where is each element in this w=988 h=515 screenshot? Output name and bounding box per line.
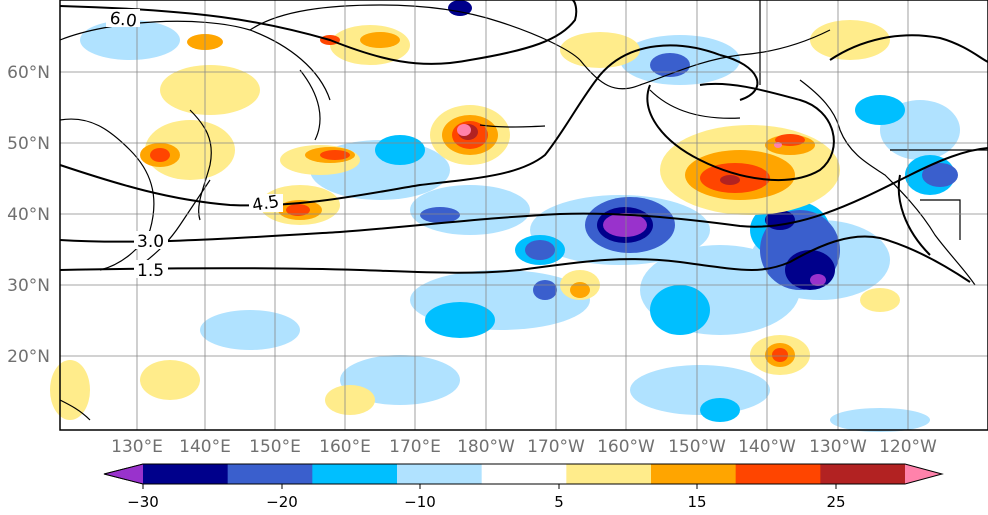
map-panel: 6.0 4.5 3.0 1.5: [50, 0, 988, 432]
latitude-label: 40°N: [7, 205, 50, 225]
colorbar-segment: [481, 464, 567, 484]
longitude-label: 130°W: [809, 437, 867, 457]
contour-label-4-5: 4.5: [251, 192, 281, 216]
colorbar: −30 −20 −10 5 15 25: [103, 463, 944, 511]
colorbar-segment: [397, 464, 483, 484]
contour-label-box: [249, 194, 283, 212]
colorbar-segment: [143, 464, 229, 484]
map-frame: [59, 0, 988, 431]
longitude-labels: 130°E 140°E 150°E 160°E 170°E 180°W 170°W 160°W…: [111, 437, 937, 457]
longitude-label: 140°E: [179, 437, 231, 457]
colorbar-segment: [566, 464, 652, 484]
coastlines: [59, 0, 988, 421]
contour-label-3: 3.0: [137, 232, 164, 252]
colorbar-tick-label: 25: [826, 493, 845, 511]
longitude-label: 170°E: [389, 437, 441, 457]
contour-label-1-5: 1.5: [137, 261, 164, 281]
colorbar-segment: [651, 464, 737, 484]
colorbar-segment: [142, 464, 143, 484]
colorbar-tick-label: −20: [266, 493, 298, 511]
contour-label-6: 6.0: [108, 8, 138, 32]
longitude-label: 170°W: [527, 437, 585, 457]
longitude-label: 120°W: [879, 437, 937, 457]
longitude-label: 180°W: [457, 437, 515, 457]
colorbar-tick-label: −30: [127, 493, 159, 511]
contour-labels: 6.0 4.5 3.0 1.5: [106, 8, 283, 281]
colorbar-tick-label: 5: [554, 493, 564, 511]
longitude-label: 130°E: [111, 437, 163, 457]
longitude-label: 150°E: [249, 437, 301, 457]
colorbar-segment: [227, 464, 313, 484]
longitude-label: 140°W: [738, 437, 796, 457]
longitude-label: 160°W: [597, 437, 655, 457]
mean-contours: [59, 0, 988, 283]
contour-label-box: [134, 260, 168, 278]
longitude-label: 160°E: [319, 437, 371, 457]
latitude-label: 30°N: [7, 276, 50, 296]
latitude-label: 20°N: [7, 347, 50, 367]
latitude-labels: 60°N 50°N 40°N 30°N 20°N: [7, 63, 50, 367]
colorbar-segment: [312, 464, 398, 484]
colorbar-arrow-right: [905, 464, 942, 484]
longitude-label: 150°W: [668, 437, 726, 457]
latitude-label: 60°N: [7, 63, 50, 83]
colorbar-arrow-left: [103, 463, 144, 485]
latitude-label: 50°N: [7, 134, 50, 154]
contour-label-box: [134, 231, 168, 249]
colorbar-tick-label: 15: [687, 493, 706, 511]
colorbar-segment: [735, 464, 821, 484]
colorbar-tick-label: −10: [404, 493, 436, 511]
contour-label-box: [106, 9, 140, 27]
gridlines: [60, 0, 988, 430]
colorbar-segment: [820, 464, 906, 484]
